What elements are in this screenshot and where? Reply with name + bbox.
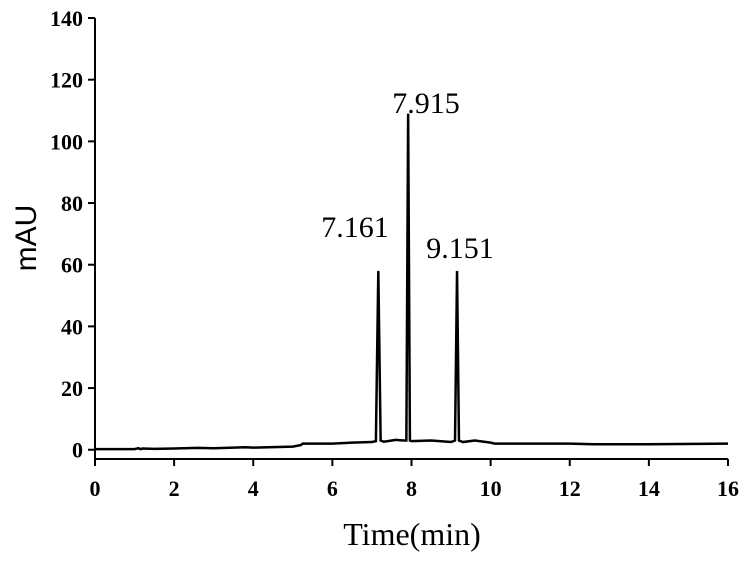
y-axis-label: mAU xyxy=(10,205,43,272)
y-tick-label: 120 xyxy=(50,68,83,93)
y-tick-label: 40 xyxy=(61,314,83,339)
y-tick-label: 140 xyxy=(50,6,83,31)
x-tick-label: 8 xyxy=(406,476,417,501)
data-line xyxy=(95,113,729,451)
x-axis-label: Time(min) xyxy=(343,516,481,552)
peak-annotation: 7.915 xyxy=(392,87,460,120)
y-tick-label: 60 xyxy=(61,253,83,278)
x-tick-label: 16 xyxy=(717,476,739,501)
x-tick-label: 10 xyxy=(480,476,502,501)
x-tick-label: 14 xyxy=(638,476,660,501)
x-tick-label: 6 xyxy=(327,476,338,501)
x-tick-label: 0 xyxy=(90,476,101,501)
x-tick-label: 4 xyxy=(248,476,259,501)
y-tick-label: 80 xyxy=(61,191,83,216)
x-tick-label: 2 xyxy=(169,476,180,501)
y-tick-label: 0 xyxy=(72,438,83,463)
y-tick-label: 100 xyxy=(50,129,83,154)
y-tick-label: 20 xyxy=(61,376,83,401)
peak-annotation: 7.161 xyxy=(321,211,389,244)
x-tick-label: 12 xyxy=(559,476,581,501)
peak-annotation: 9.151 xyxy=(426,232,494,265)
